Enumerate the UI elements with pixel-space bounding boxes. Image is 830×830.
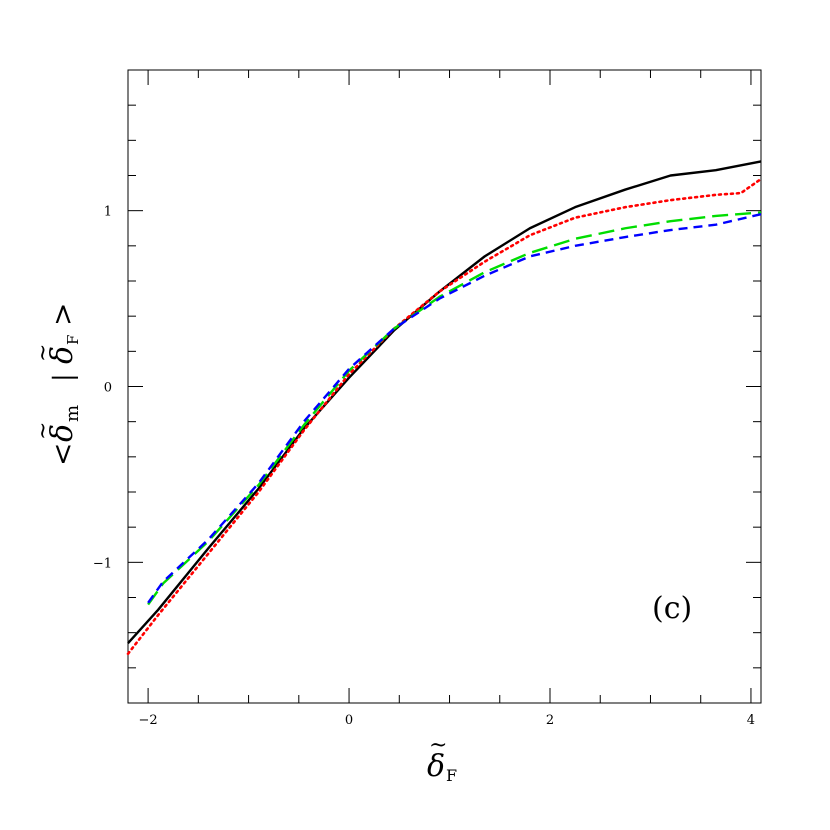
y-axis-title-open: < — [46, 443, 79, 466]
x-axis-title: ~ δ F — [427, 733, 457, 785]
y-tick-label: 1 — [104, 205, 112, 220]
series-line-3 — [147, 211, 762, 606]
y-axis-title-cond-subscript: F — [64, 335, 82, 345]
x-tick-label: −2 — [139, 713, 158, 728]
y-tick-label: −1 — [93, 556, 112, 571]
x-axis-title-accent: ~ — [429, 733, 447, 758]
tick-labels: −2 0 2 4 −1 0 1 — [93, 205, 755, 728]
x-axis-title-symbol: δ — [427, 749, 445, 784]
series-line-2 — [126, 177, 763, 656]
y-axis-title-cond-accent: ~ — [31, 344, 56, 362]
y-axis-title-accent: ~ — [31, 422, 56, 440]
y-axis-title-cond-symbol: δ — [45, 346, 80, 364]
y-tick-label: 0 — [104, 381, 112, 396]
y-axis-title: < ~ δ m | ~ δ F > — [31, 303, 83, 466]
y-axis-title-subscript: m — [62, 405, 83, 422]
x-axis-title-subscript: F — [446, 766, 457, 785]
y-axis-title-symbol: δ — [45, 424, 80, 442]
x-tick-label: 4 — [747, 713, 755, 728]
series-group — [126, 160, 763, 656]
x-tick-label: 2 — [546, 713, 554, 728]
ticks — [128, 69, 761, 704]
series-line-4 — [147, 213, 762, 604]
y-axis-title-separator: | — [49, 373, 79, 382]
x-tick-label: 0 — [345, 713, 353, 728]
y-axis-title-close: > — [46, 303, 79, 326]
panel-label: (c) — [652, 591, 692, 626]
series-line-1 — [127, 160, 762, 645]
